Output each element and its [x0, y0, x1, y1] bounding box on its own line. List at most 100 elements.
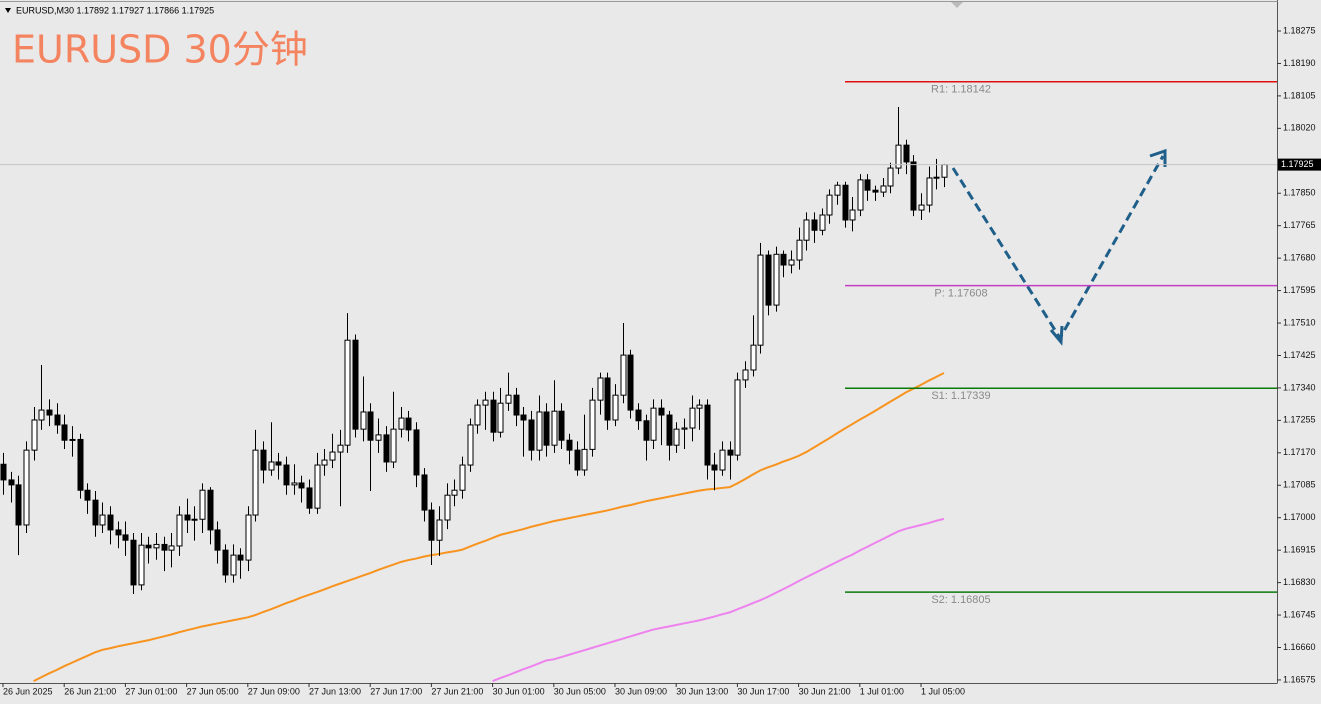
forecast-arrowhead — [1049, 325, 1064, 346]
candle-body — [574, 449, 581, 471]
y-tick-label: 1.16915 — [1283, 545, 1316, 555]
candle-body — [383, 434, 390, 463]
candle-body — [750, 344, 757, 371]
candle-body — [520, 414, 527, 421]
candle-body — [467, 424, 474, 466]
x-tick-label: 26 Jun 2025 — [3, 686, 53, 696]
y-tick-label: 1.17340 — [1283, 382, 1316, 392]
candle-body — [643, 420, 650, 441]
candle-body — [765, 254, 772, 306]
candle-body — [291, 482, 298, 486]
candle-body — [880, 185, 887, 193]
x-tick-label: 1 Jul 05:00 — [921, 686, 965, 696]
y-tick-label: 1.16745 — [1283, 609, 1316, 619]
candle-body — [99, 514, 106, 526]
candle-body — [451, 489, 458, 496]
level-label: R1: 1.18142 — [931, 84, 991, 96]
candle-body — [666, 414, 673, 446]
candle-body — [673, 428, 680, 446]
candle-body — [268, 461, 275, 471]
candle-body — [321, 459, 328, 466]
y-tick-label: 1.17255 — [1283, 415, 1316, 425]
candle-body — [849, 209, 856, 221]
chart-title: EURUSD 30分钟 — [12, 28, 308, 72]
candle-body — [390, 428, 397, 463]
y-tick-label: 1.17000 — [1283, 512, 1316, 522]
candle-body — [352, 339, 359, 430]
symbol-menu-icon[interactable] — [5, 8, 11, 13]
candle-body — [742, 369, 749, 381]
candle-body — [252, 449, 259, 516]
x-tick-label: 27 Jun 13:00 — [309, 686, 361, 696]
y-tick-label: 1.17425 — [1283, 350, 1316, 360]
header: EURUSD,M30 1.17892 1.17927 1.17866 1.179… — [16, 5, 214, 15]
candle-body — [941, 164, 948, 178]
candle-body — [84, 489, 91, 501]
candle-body — [482, 399, 489, 406]
x-tick-label: 30 Jun 09:00 — [615, 686, 667, 696]
y-tick-label: 1.16660 — [1283, 642, 1316, 652]
candle-body — [734, 379, 741, 456]
y-tick-label: 1.17595 — [1283, 285, 1316, 295]
candle-body — [543, 411, 550, 446]
candle-body — [31, 419, 38, 451]
y-tick-label: 1.17850 — [1283, 188, 1316, 198]
candle-body — [0, 463, 7, 481]
candle-body — [589, 399, 596, 450]
level-label: P: 1.17608 — [934, 288, 987, 300]
candle-body — [689, 407, 696, 429]
candle-body — [314, 464, 321, 509]
candle-body — [819, 214, 826, 231]
x-tick-label: 30 Jun 21:00 — [799, 686, 851, 696]
candle-body — [612, 394, 619, 421]
moving-average — [33, 372, 945, 682]
candle-body — [895, 144, 902, 169]
candle-body — [306, 487, 313, 509]
candle-body — [237, 554, 244, 561]
x-tick-label: 30 Jun 13:00 — [676, 686, 728, 696]
candle-body — [459, 464, 466, 491]
candle-body — [222, 549, 229, 576]
candle-body — [329, 451, 336, 461]
y-tick-label: 1.17170 — [1283, 447, 1316, 457]
candle-body — [719, 449, 726, 471]
candle-body — [933, 176, 940, 179]
candle-body — [834, 184, 841, 196]
candle-body — [497, 402, 504, 433]
x-tick-label: 26 Jun 21:00 — [64, 686, 116, 696]
candle-body — [505, 394, 512, 404]
candle-body — [551, 410, 558, 446]
y-tick-label: 1.16575 — [1283, 674, 1316, 684]
forecast-arrowhead — [1149, 148, 1167, 167]
candle-body — [405, 417, 412, 431]
candle-body — [910, 161, 917, 211]
candle-body — [436, 519, 443, 541]
candle-body — [872, 189, 879, 193]
candle-body — [275, 461, 282, 466]
candle-body — [413, 429, 420, 476]
candle-body — [903, 144, 910, 163]
last-price-label: 1.17925 — [1281, 159, 1314, 169]
candle-body — [184, 514, 191, 521]
y-tick-label: 1.17680 — [1283, 253, 1316, 263]
candle-body — [811, 219, 818, 231]
y-tick-label: 1.18020 — [1283, 123, 1316, 133]
y-tick-label: 1.18275 — [1283, 25, 1316, 35]
level-label: S2: 1.16805 — [931, 594, 990, 606]
x-tick-label: 27 Jun 01:00 — [125, 686, 177, 696]
candle-body — [620, 354, 627, 396]
candle-body — [627, 354, 634, 411]
candle-body — [115, 529, 122, 536]
candle-body — [344, 339, 351, 446]
x-tick-label: 1 Jul 01:00 — [860, 686, 904, 696]
candle-layer — [0, 106, 948, 595]
y-tick-label: 1.17510 — [1283, 317, 1316, 327]
indicator-layer — [33, 372, 945, 683]
candle-body — [360, 411, 367, 430]
candle-body — [490, 399, 497, 433]
candle-body — [757, 254, 764, 346]
candle-body — [428, 509, 435, 541]
candle-body — [780, 253, 787, 266]
